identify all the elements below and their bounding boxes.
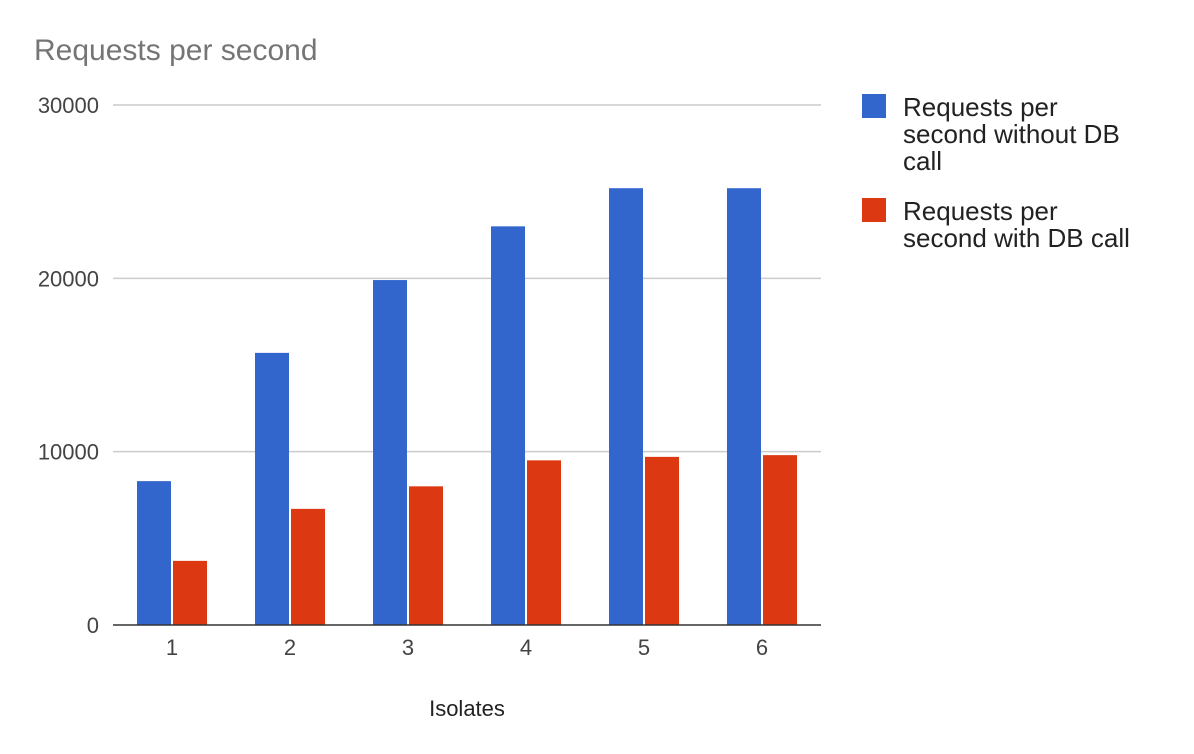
gridlines [113, 104, 821, 453]
bar-series-2-cat-6 [763, 455, 797, 625]
bar-series-1-cat-5 [609, 188, 643, 625]
x-tick-label: 1 [166, 635, 178, 660]
bar-series-1-cat-6 [727, 188, 761, 625]
x-axis-ticks: 1 2 3 4 5 6 [166, 635, 768, 660]
bar-series-2-cat-3 [409, 486, 443, 625]
chart-title: Requests per second [34, 34, 318, 67]
y-tick-label: 10000 [38, 440, 99, 465]
x-tick-label: 3 [402, 635, 414, 660]
y-tick-label: 0 [87, 613, 99, 638]
legend: Requests per second without DB call Request… [862, 92, 1130, 253]
bar-series-1-cat-2 [255, 352, 289, 625]
x-tick-label: 6 [756, 635, 768, 660]
bars [137, 188, 797, 626]
bar-series-2-cat-1 [173, 560, 207, 625]
y-tick-label: 30000 [38, 93, 99, 118]
x-axis-label: Isolates [429, 696, 505, 721]
legend-swatch-series-2 [862, 198, 886, 222]
bar-series-2-cat-2 [291, 508, 325, 625]
bar-series-2-cat-5 [645, 456, 679, 625]
bar-series-1-cat-4 [491, 226, 525, 626]
y-tick-label: 20000 [38, 266, 99, 291]
legend-label-series-1: Requests per second without DB call [903, 92, 1120, 176]
x-tick-label: 2 [284, 635, 296, 660]
y-axis-ticks: 0 10000 20000 30000 [38, 93, 99, 638]
bar-series-1-cat-1 [137, 481, 171, 625]
x-tick-label: 4 [520, 635, 532, 660]
x-tick-label: 5 [638, 635, 650, 660]
legend-swatch-series-1 [862, 94, 886, 118]
bar-series-1-cat-3 [373, 280, 407, 625]
bar-series-2-cat-4 [527, 460, 561, 625]
legend-label-series-2: Requests per second with DB call [903, 196, 1130, 253]
